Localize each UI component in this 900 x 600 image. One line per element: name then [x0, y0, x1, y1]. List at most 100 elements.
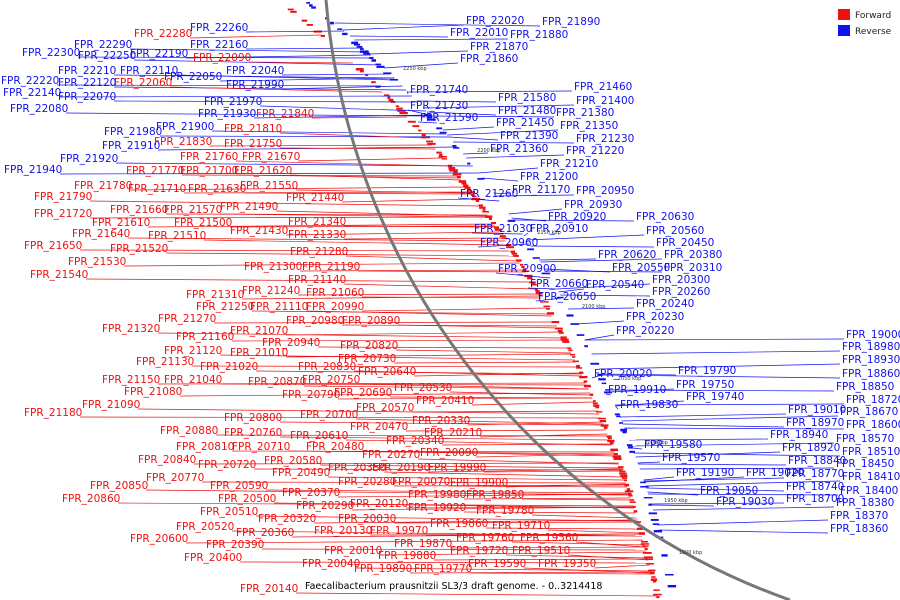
- forward-gene-feature: [600, 424, 609, 427]
- label-connector: [531, 514, 637, 519]
- gene-label: FPR_21450: [496, 117, 554, 129]
- reverse-gene-feature: [570, 323, 579, 325]
- label-connector: [405, 429, 606, 432]
- gene-label: FPR_21630: [188, 183, 246, 195]
- gene-label: FPR_21700: [180, 165, 238, 177]
- gene-label: FPR_21790: [34, 191, 92, 203]
- label-connector: [417, 458, 619, 465]
- label-connector: [303, 385, 589, 390]
- gene-label: FPR_22040: [226, 65, 284, 77]
- label-connector: [145, 489, 630, 496]
- gene-label: FPR_21230: [576, 133, 634, 145]
- forward-gene-feature: [592, 402, 598, 405]
- gene-label: FPR_21390: [500, 130, 558, 142]
- label-connector: [539, 258, 597, 261]
- gene-label: FPR_18700: [786, 493, 844, 505]
- label-connector: [353, 370, 583, 377]
- forward-gene-feature: [287, 8, 294, 11]
- gene-label: FPR_20850: [90, 480, 148, 492]
- label-connector: [467, 421, 603, 426]
- forward-gene-feature: [557, 329, 563, 333]
- gene-label: FPR_19020: [746, 467, 804, 479]
- connector-layer: [56, 22, 845, 597]
- label-connector: [427, 468, 621, 473]
- forward-gene-feature: [510, 250, 516, 253]
- label-connector: [523, 232, 529, 237]
- forward-gene-feature: [527, 277, 533, 280]
- forward-gene-feature: [551, 321, 560, 324]
- label-connector: [79, 416, 601, 419]
- label-connector: [547, 529, 642, 534]
- reverse-gene-feature: [619, 422, 623, 424]
- label-connector: [245, 47, 364, 50]
- gene-label: FPR_20190: [372, 462, 430, 474]
- reverse-gene-feature: [436, 127, 443, 130]
- gene-label: FPR_21840: [256, 108, 314, 120]
- gene-label: FPR_20300: [652, 274, 710, 286]
- label-connector: [447, 129, 559, 136]
- gene-label: FPR_20750: [302, 374, 360, 386]
- forward-gene-feature: [583, 380, 588, 383]
- label-connector: [483, 470, 622, 473]
- reverse-gene-feature: [371, 59, 376, 62]
- gene-label: FPR_20510: [200, 506, 258, 518]
- label-connector: [530, 245, 655, 248]
- label-connector: [482, 177, 519, 182]
- reverse-gene-feature: [601, 382, 607, 385]
- forward-gene-feature: [560, 338, 569, 341]
- reverse-gene-feature: [566, 314, 574, 317]
- gene-label: FPR_20040: [302, 558, 360, 570]
- gene-label: FPR_20540: [586, 279, 644, 291]
- forward-gene-feature: [612, 455, 622, 458]
- gene-label: FPR_22110: [120, 65, 178, 77]
- gene-label: FPR_21740: [410, 84, 468, 96]
- gene-label: FPR_19720: [450, 545, 508, 557]
- forward-gene-feature: [607, 439, 615, 443]
- gene-label: FPR_20020: [594, 368, 652, 380]
- reverse-gene-feature: [648, 503, 652, 506]
- gene-label: FPR_21060: [306, 287, 364, 299]
- gene-label: FPR_20210: [424, 427, 482, 439]
- forward-gene-feature: [512, 255, 519, 257]
- label-connector: [255, 515, 638, 522]
- forward-gene-feature: [522, 268, 526, 271]
- gene-label: FPR_21380: [556, 107, 614, 119]
- gene-label: FPR_22160: [190, 39, 248, 51]
- label-connector: [648, 493, 839, 496]
- label-connector: [430, 115, 555, 118]
- label-connector: [575, 541, 646, 548]
- label-connector: [129, 186, 467, 191]
- gene-label: FPR_20390: [206, 539, 264, 551]
- label-connector: [189, 34, 322, 39]
- reverse-gene-feature: [306, 2, 310, 4]
- label-connector: [357, 270, 526, 273]
- forward-gene-feature: [568, 349, 573, 352]
- label-connector: [633, 452, 841, 457]
- gene-label: FPR_20010: [324, 545, 382, 557]
- scale-tick-label: 2000 kbp: [644, 440, 668, 446]
- label-connector: [219, 213, 489, 218]
- reverse-gene-feature: [590, 362, 600, 365]
- forward-gene-feature: [464, 186, 471, 189]
- label-connector: [624, 427, 845, 430]
- label-connector: [417, 121, 437, 124]
- gene-label: FPR_21540: [30, 269, 88, 281]
- forward-gene-feature: [461, 182, 467, 185]
- genome-backbone: [324, 0, 791, 600]
- label-connector: [285, 331, 561, 336]
- forward-gene-feature: [641, 541, 648, 543]
- gene-label: FPR_21340: [288, 216, 346, 228]
- gene-label: FPR_22190: [130, 48, 188, 60]
- label-connector: [393, 484, 627, 487]
- gene-label: FPR_19770: [414, 563, 472, 575]
- reverse-gene-feature: [351, 41, 359, 45]
- label-connector: [245, 30, 345, 33]
- forward-gene-feature: [470, 193, 475, 196]
- gene-label: FPR_20890: [342, 315, 400, 327]
- gene-label: FPR_20590: [210, 480, 268, 492]
- forward-gene-feature: [650, 578, 658, 581]
- gene-label: FPR_20090: [420, 447, 478, 459]
- gene-label: FPR_21640: [72, 228, 130, 240]
- gene-label: FPR_22220: [1, 75, 59, 87]
